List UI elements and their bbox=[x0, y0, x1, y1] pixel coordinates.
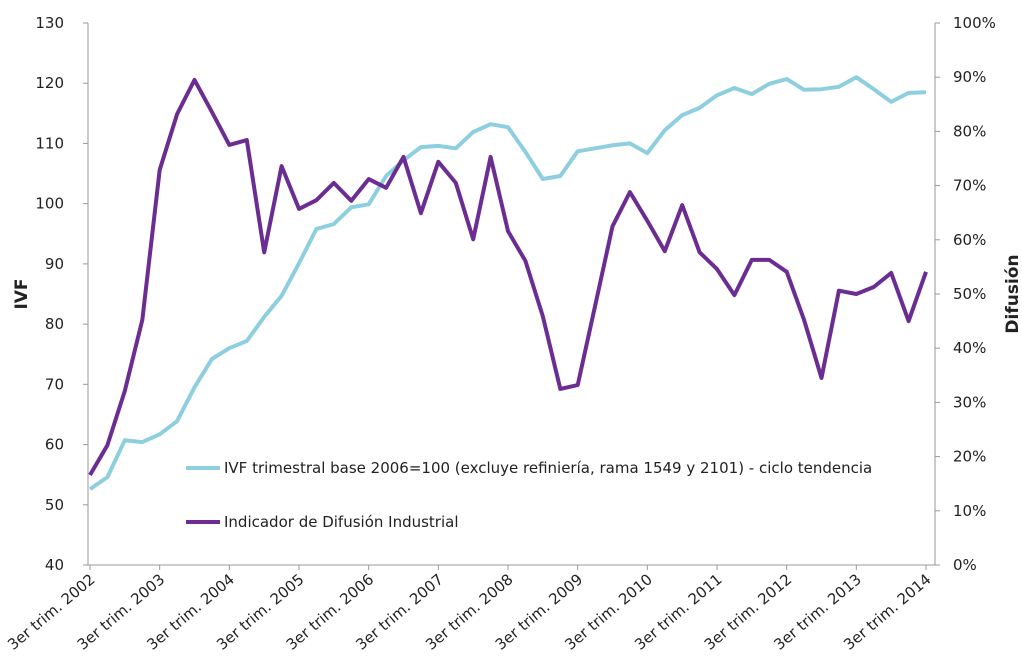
y2-tick-label: 100% bbox=[953, 14, 996, 32]
legend-label: Indicador de Difusión Industrial bbox=[224, 513, 459, 531]
y-axis-title: IVF bbox=[12, 278, 32, 309]
y2-tick-label: 30% bbox=[953, 393, 986, 411]
legend-label: IVF trimestral base 2006=100 (excluye re… bbox=[224, 459, 872, 477]
y-tick-label: 90 bbox=[45, 255, 64, 273]
y2-tick-label: 80% bbox=[953, 122, 986, 140]
y-tick-label: 40 bbox=[45, 556, 64, 574]
y-tick-label: 120 bbox=[35, 74, 64, 92]
y2-tick-label: 90% bbox=[953, 68, 986, 86]
y-tick-label: 50 bbox=[45, 496, 64, 514]
y-tick-label: 110 bbox=[35, 134, 64, 152]
y2-tick-label: 10% bbox=[953, 502, 986, 520]
y2-tick-label: 40% bbox=[953, 339, 986, 357]
y2-tick-label: 70% bbox=[953, 177, 986, 195]
y-tick-label: 60 bbox=[45, 436, 64, 454]
y-tick-label: 100 bbox=[35, 195, 64, 213]
y2-tick-label: 50% bbox=[953, 285, 986, 303]
y2-tick-label: 20% bbox=[953, 448, 986, 466]
series-line bbox=[88, 77, 928, 477]
y2-tick-label: 60% bbox=[953, 231, 986, 249]
y-tick-label: 70 bbox=[45, 375, 64, 393]
y-tick-label: 80 bbox=[45, 315, 64, 333]
series-line bbox=[88, 75, 927, 491]
y2-tick-label: 0% bbox=[953, 556, 977, 574]
y2-axis-title: Difusión bbox=[1003, 254, 1022, 333]
y-tick-label: 130 bbox=[35, 14, 64, 32]
